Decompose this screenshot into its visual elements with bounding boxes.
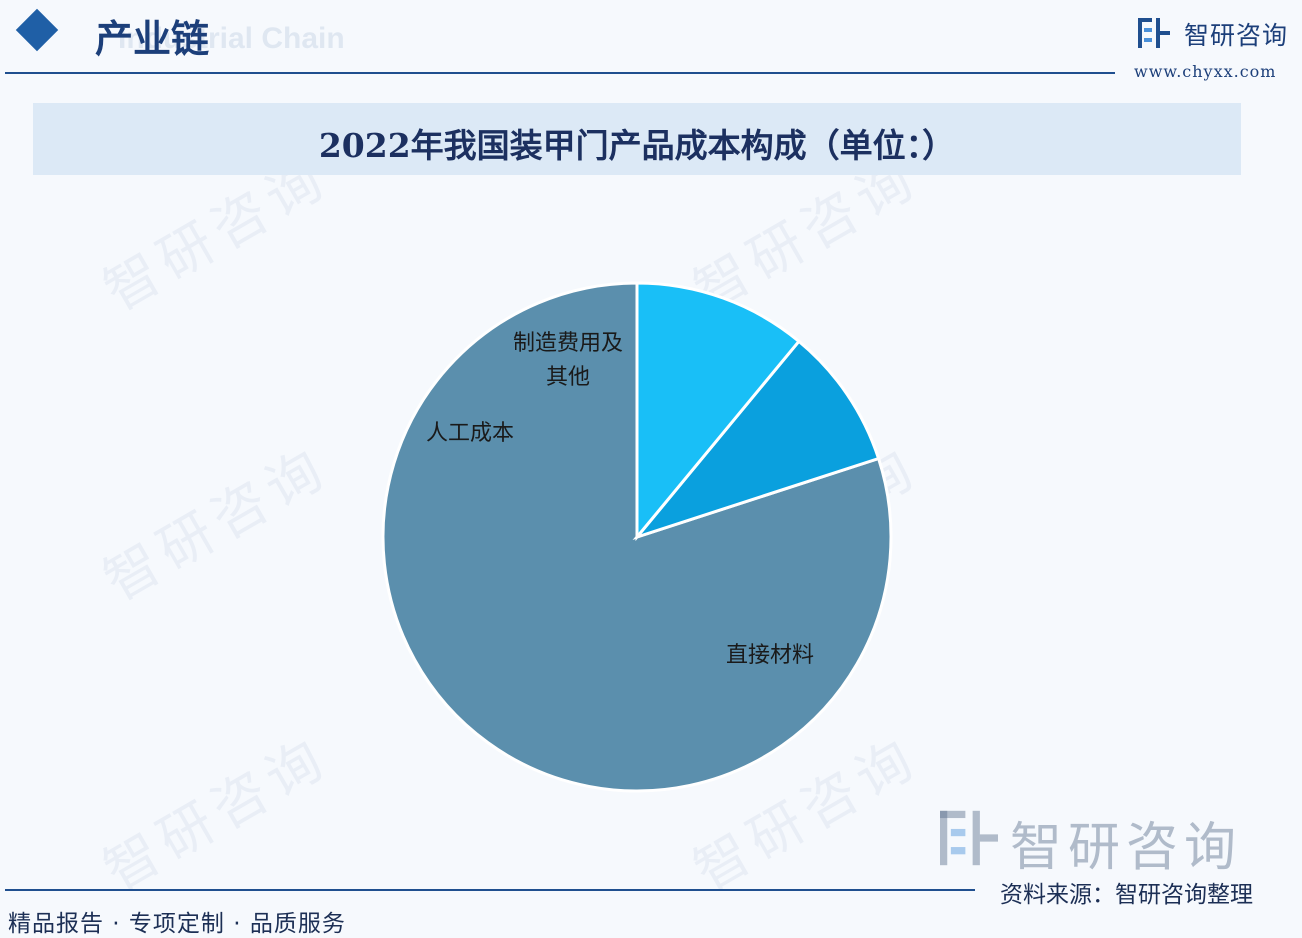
brand-logo-icon (1138, 18, 1170, 48)
pie-slice-1 (632, 339, 881, 541)
source-note: 资料来源：智研咨询整理 (1000, 882, 1253, 908)
footer-divider (5, 889, 975, 891)
chart-title: 2022年我国装甲门产品成本构成（单位：） (318, 126, 956, 165)
website-url: www.chyxx.com (1134, 62, 1277, 81)
pie-slice-0 (381, 281, 893, 793)
section-subtitle: Industrial Chain (118, 22, 345, 55)
slice-label-2: 制造费用及其他 (513, 331, 623, 390)
slice-label-0: 直接材料 (726, 643, 814, 668)
pie-slice-2 (635, 281, 802, 542)
section-title: 产业链 (95, 16, 210, 61)
brand-name: 智研咨询 (1184, 21, 1289, 50)
brand-logo-icon (940, 810, 998, 866)
header-divider (5, 72, 1115, 74)
slice-label-1: 人工成本 (426, 421, 514, 446)
chart-title-band: 2022年我国装甲门产品成本构成（单位：） (33, 103, 1241, 175)
footer-slogan: 精品报告 · 专项定制 · 品质服务 (8, 911, 346, 937)
page-header: Industrial Chain 产业链 智研咨询 www.chyxx.com (0, 0, 1302, 90)
footer-brand-watermark: 智研咨询 (1010, 818, 1243, 878)
